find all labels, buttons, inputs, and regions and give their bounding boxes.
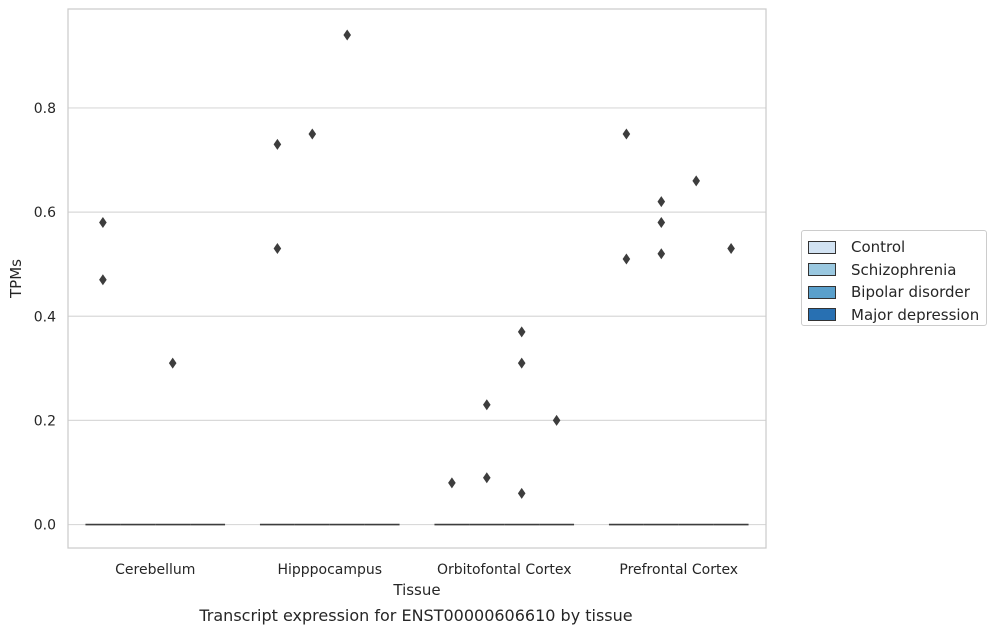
outlier-point [99, 274, 107, 286]
legend-swatch-major-depression [808, 308, 836, 322]
legend-swatch-bipolar-disorder [808, 285, 836, 299]
y-tick-label: 0.2 [34, 413, 56, 429]
outlier-point [273, 138, 282, 150]
x-tick-labels: Cerebellum Hipppocampus Orbitofontal Corte… [115, 562, 738, 578]
legend-label-schizophrenia: Schizophrenia [851, 260, 957, 279]
legend-label-major-depression: Major depression [851, 305, 980, 324]
y-tick-label: 0.0 [34, 518, 56, 534]
legend-item-control: Control [808, 236, 986, 259]
y-tick-labels: 0.0 0.2 0.4 0.6 0.8 [34, 101, 56, 534]
plot-frame [67, 8, 767, 549]
y-axis-label: TPMs [7, 259, 25, 299]
outlier-point [483, 399, 491, 411]
chart-caption: Transcript expression for ENST0000060661… [199, 606, 633, 625]
outlier-point [657, 196, 666, 208]
outlier-point [517, 326, 526, 338]
outlier-point [448, 477, 456, 489]
outlier-point [552, 414, 561, 426]
legend-item-schizophrenia: Schizophrenia [808, 259, 986, 282]
y-tick-label: 0.4 [34, 309, 56, 325]
legend-swatch-control [808, 240, 836, 254]
legend-label-control: Control [851, 238, 906, 257]
legend-swatch-schizophrenia [808, 263, 836, 277]
x-tick-label-prefrontal-cortex: Prefrontal Cortex [619, 562, 738, 578]
outlier-point [622, 128, 631, 140]
y-tick-label: 0.8 [34, 101, 56, 117]
legend-label-bipolar-disorder: Bipolar disorder [851, 283, 970, 302]
outlier-point [657, 248, 666, 260]
outlier-point [343, 29, 351, 41]
outlier-point [657, 217, 666, 229]
x-tick-label-orbitofontal-cortex: Orbitofontal Cortex [437, 562, 572, 578]
outlier-point [483, 472, 491, 484]
legend-item-bipolar-disorder: Bipolar disorder [808, 281, 986, 304]
outlier-point [622, 253, 631, 265]
legend-item-major-depression: Major depression [808, 304, 986, 327]
grid-lines [68, 107, 766, 526]
y-tick-label: 0.6 [34, 205, 56, 221]
outlier-point [99, 217, 107, 229]
outlier-point [308, 128, 317, 140]
outlier-points [99, 29, 735, 499]
outlier-point [168, 357, 177, 369]
outlier-point [517, 487, 526, 499]
x-axis-label: Tissue [392, 581, 440, 599]
outlier-point [517, 357, 526, 369]
x-tick-label-hipppocampus: Hipppocampus [277, 562, 382, 578]
outlier-point [727, 243, 735, 255]
x-tick-label-cerebellum: Cerebellum [115, 562, 195, 578]
outlier-point [273, 243, 282, 255]
outlier-point [692, 175, 700, 187]
legend: Control Schizophrenia Bipolar disorder M… [801, 230, 987, 326]
